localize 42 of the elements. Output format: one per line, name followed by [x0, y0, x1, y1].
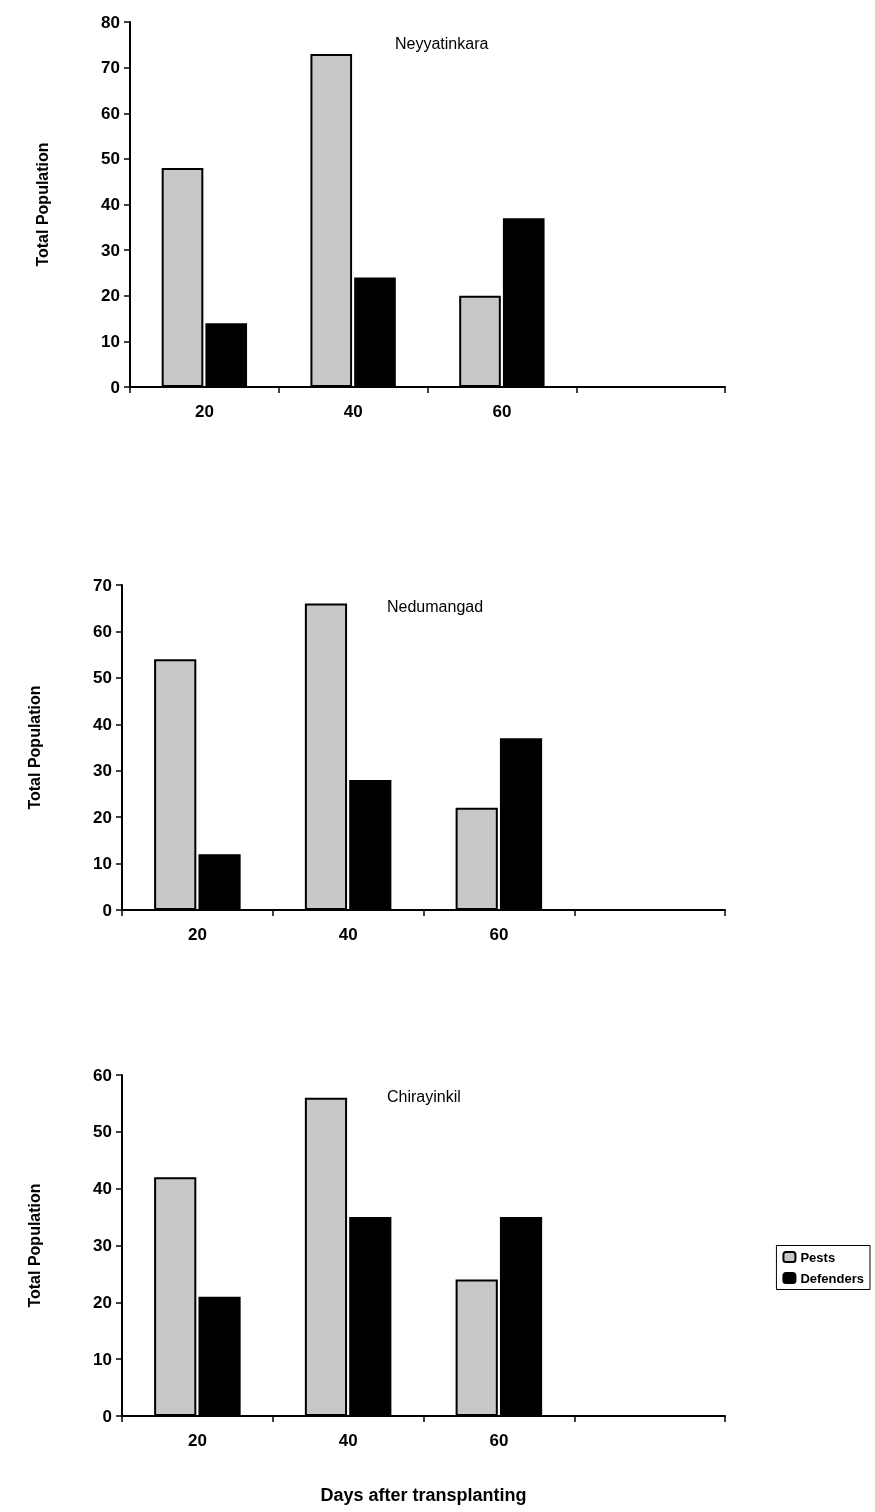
legend-label: Defenders: [800, 1270, 864, 1286]
y-tick-label: 30: [93, 761, 112, 781]
x-tick-label: 60: [492, 402, 512, 421]
x-axis-title: Days after transplanting: [320, 1485, 527, 1505]
x-tick-label: 20: [187, 925, 207, 944]
x-tick-label: 40: [343, 402, 363, 421]
y-tick-label: 0: [102, 900, 112, 920]
x-tick-label: 20: [194, 402, 214, 421]
y-tick-label: 70: [93, 575, 112, 595]
y-tick-label: 60: [93, 1065, 112, 1085]
y-tick-label: 10: [93, 854, 112, 874]
y-tick-label: 0: [102, 1406, 112, 1426]
y-tick-label: 50: [101, 149, 120, 169]
y-tick-label: 40: [93, 1179, 112, 1199]
legend-label: Pests: [800, 1249, 836, 1265]
y-tick-label: 40: [93, 714, 112, 734]
y-tick-label: 0: [110, 377, 120, 397]
x-tick-label: 60: [489, 925, 509, 944]
x-tick-label: 40: [338, 925, 358, 944]
x-tick-label: 60: [489, 1431, 509, 1450]
y-tick-label: 80: [101, 12, 120, 32]
y-axis-title: Total Population: [33, 142, 51, 267]
text: Neyyatinkara: [395, 34, 489, 52]
x-tick-label: 40: [338, 1431, 358, 1450]
y-tick-label: 20: [93, 807, 112, 827]
text: Nedumangad: [387, 597, 484, 615]
x-tick-label: 20: [187, 1431, 207, 1450]
y-tick-label: 10: [101, 331, 120, 351]
y-tick-label: 50: [93, 668, 112, 688]
y-axis-title: Total Population: [25, 1183, 43, 1308]
y-tick-label: 70: [101, 58, 120, 78]
y-tick-label: 10: [93, 1349, 112, 1369]
y-tick-label: 20: [93, 1292, 112, 1312]
y-tick-label: 30: [101, 240, 120, 260]
y-tick-label: 60: [101, 103, 120, 123]
y-axis-title: Total Population: [25, 685, 43, 810]
y-tick-label: 40: [101, 195, 120, 214]
y-tick-label: 50: [93, 1122, 112, 1142]
y-tick-label: 20: [101, 286, 120, 306]
y-tick-label: 30: [93, 1236, 112, 1255]
y-tick-label: 60: [93, 621, 112, 641]
text: Chirayinkil: [387, 1087, 461, 1105]
